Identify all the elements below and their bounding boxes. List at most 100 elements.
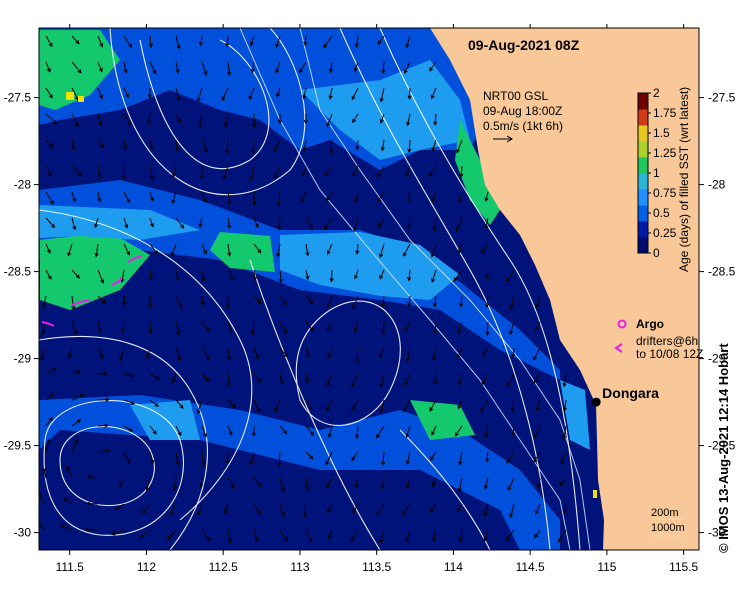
colorbar-cell (638, 125, 648, 142)
current-vector-head (256, 510, 261, 515)
current-vector (146, 347, 151, 359)
current-vector-head (350, 538, 355, 543)
current-vector (45, 243, 51, 254)
current-vector (305, 477, 309, 490)
current-vector (118, 477, 125, 487)
current-vector (175, 295, 183, 309)
current-vector (485, 191, 489, 201)
current-vector (253, 217, 259, 228)
key-line-3: 0.5m/s (1kt 6h) (483, 119, 563, 133)
current-vector (45, 139, 54, 149)
current-vector-head (405, 484, 410, 489)
current-vector (382, 295, 385, 307)
y-tick-label-right: -30 (708, 526, 726, 540)
current-vector (71, 35, 80, 44)
current-vector (227, 529, 231, 543)
current-key: NRT00 GSL 09-Aug 18:00Z 0.5m/s (1kt 6h) (483, 89, 563, 143)
map-panel (39, 28, 699, 550)
current-vector (486, 321, 489, 335)
current-vector-head (328, 95, 333, 100)
current-vector-head (130, 373, 135, 378)
current-vector (408, 269, 411, 281)
current-vector (71, 370, 81, 375)
current-vector-head (221, 96, 226, 102)
colorbar-tick-label: 0.25 (653, 226, 677, 240)
current-vector (330, 61, 333, 73)
current-vector-head (381, 484, 386, 489)
current-vector-head (105, 397, 110, 402)
sst-age-patches (39, 28, 590, 550)
current-vector-head (352, 227, 358, 233)
current-vector (431, 477, 437, 487)
colorbar-tick-label: 0.75 (653, 186, 677, 200)
current-vector-head (104, 423, 109, 428)
current-vector-head (429, 67, 434, 72)
current-vectors (39, 35, 568, 544)
current-vector (43, 468, 47, 479)
current-vector (149, 425, 157, 435)
current-vector-head (114, 505, 120, 510)
current-vector (175, 269, 179, 280)
current-vector (509, 321, 515, 335)
current-vector-head (305, 252, 310, 257)
current-vector-head (326, 326, 331, 332)
current-vector (139, 529, 151, 539)
current-vector (121, 269, 125, 282)
current-vector-head (252, 201, 257, 206)
current-vector-head (407, 148, 412, 154)
current-vector-head (72, 225, 77, 231)
current-vector-head (298, 68, 303, 74)
current-vector-head (482, 352, 487, 357)
current-vector (351, 399, 359, 411)
current-vector-head (326, 196, 331, 202)
current-vector-head (454, 432, 459, 437)
current-vector-head (283, 329, 288, 334)
current-vector-head (167, 535, 172, 541)
current-vector-head (534, 533, 539, 539)
current-vector (123, 87, 129, 98)
isobath-contours (239, 28, 591, 550)
current-vector-head (202, 198, 207, 204)
current-vector-head (559, 482, 564, 487)
current-vector (484, 477, 489, 489)
current-vector-head (147, 94, 152, 99)
current-vector (330, 269, 333, 282)
current-vector-head (71, 146, 76, 151)
current-vector (142, 503, 151, 514)
colorbar: 0 0.25 0.5 0.75 1 1.25 1.5 1.75 2 Age (days) of … (637, 86, 691, 272)
current-vector-head (254, 537, 259, 543)
colorbar-tick-label: 1.75 (653, 106, 677, 120)
current-vector-head (562, 435, 567, 440)
current-vector (481, 243, 489, 254)
current-vector (227, 347, 230, 360)
current-vector (45, 217, 55, 228)
colorbar-cell (638, 189, 648, 206)
current-vector (354, 191, 359, 203)
current-vector (405, 529, 411, 542)
current-vector (167, 529, 177, 540)
current-vector (326, 373, 333, 386)
y-tick-label: -30 (14, 526, 32, 540)
current-vector-head (457, 508, 461, 513)
current-vector (380, 373, 385, 388)
current-vector (123, 139, 126, 150)
current-vector-head (405, 43, 410, 49)
x-tick-label: 113 (290, 560, 309, 574)
y-tick-label: -29.5 (4, 439, 32, 453)
current-vector-head (50, 392, 55, 397)
current-vector (45, 269, 52, 280)
drifter-track (71, 299, 91, 306)
current-vector-head (506, 278, 510, 283)
current-vector (431, 87, 437, 99)
current-vector-head (379, 275, 384, 280)
y-tick-label-right: -29 (708, 352, 726, 366)
current-vector-head (407, 302, 412, 307)
current-vector-head (329, 278, 334, 283)
y-tick-label: -28 (14, 178, 32, 192)
current-vector (328, 529, 333, 540)
current-vector-head (97, 173, 102, 179)
current-vector-head (176, 331, 181, 336)
current-vector-head (481, 380, 486, 386)
current-vector-head (428, 173, 433, 178)
